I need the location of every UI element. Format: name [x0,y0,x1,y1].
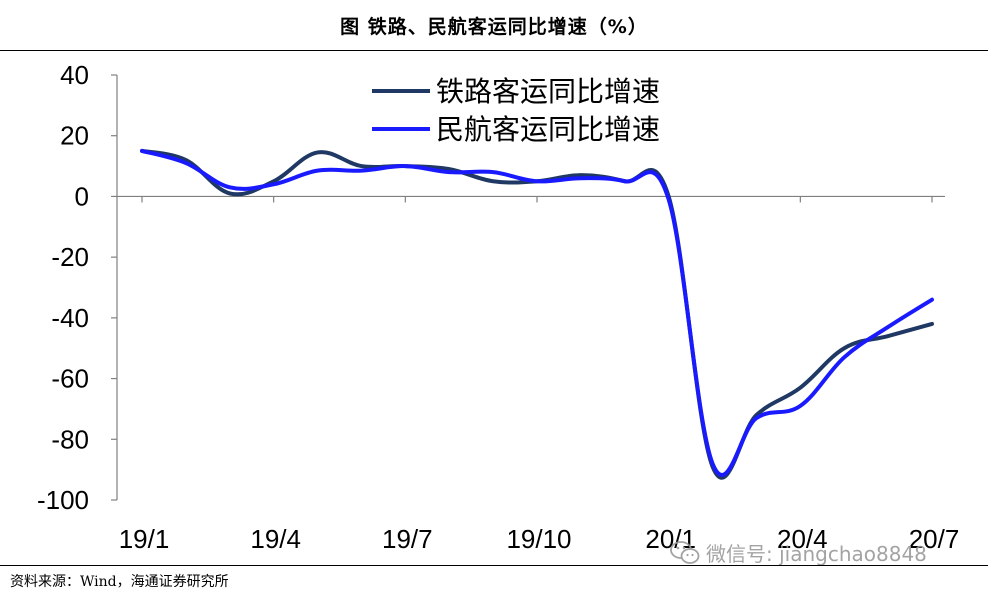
y-tick-label: -100 [37,485,89,515]
y-tick-label: -20 [51,242,89,272]
watermark: 微信号: jiangchao8848 [670,538,927,567]
legend-label-rail: 铁路客运同比增速 [436,75,660,108]
watermark-text: 微信号: jiangchao8848 [706,542,927,566]
x-tick-label: 19/4 [250,524,301,554]
title-bar: 图 铁路、民航客运同比增速（%） [0,0,988,50]
x-tick-label: 19/10 [506,524,571,554]
title-divider [0,50,988,51]
source-note: 资料来源：Wind，海通证券研究所 [10,574,229,590]
y-tick-label: -80 [51,424,89,454]
y-tick-label: 20 [60,121,89,151]
x-tick-label: 20/4 [777,524,828,554]
x-tick-label: 19/1 [119,524,170,554]
y-tick-label: 40 [60,60,89,90]
legend-label-air: 民航客运同比增速 [436,113,660,146]
series-line-air [140,148,934,477]
chart-title: 图 铁路、民航客运同比增速（%） [340,15,648,38]
line-chart: 40 20 0 -20 -40 -60 -80 -100 19/1 19/4 19/7 19/10 20… [37,60,960,554]
footer-divider [0,565,988,566]
x-tick-label: 20/7 [909,524,960,554]
y-tick-label: -40 [51,303,89,333]
series-line-rail [140,148,934,480]
wechat-icon [670,540,700,564]
y-tick-label: 0 [75,181,89,211]
y-tick-label: -60 [51,364,89,394]
x-tick-label: 19/7 [382,524,433,554]
